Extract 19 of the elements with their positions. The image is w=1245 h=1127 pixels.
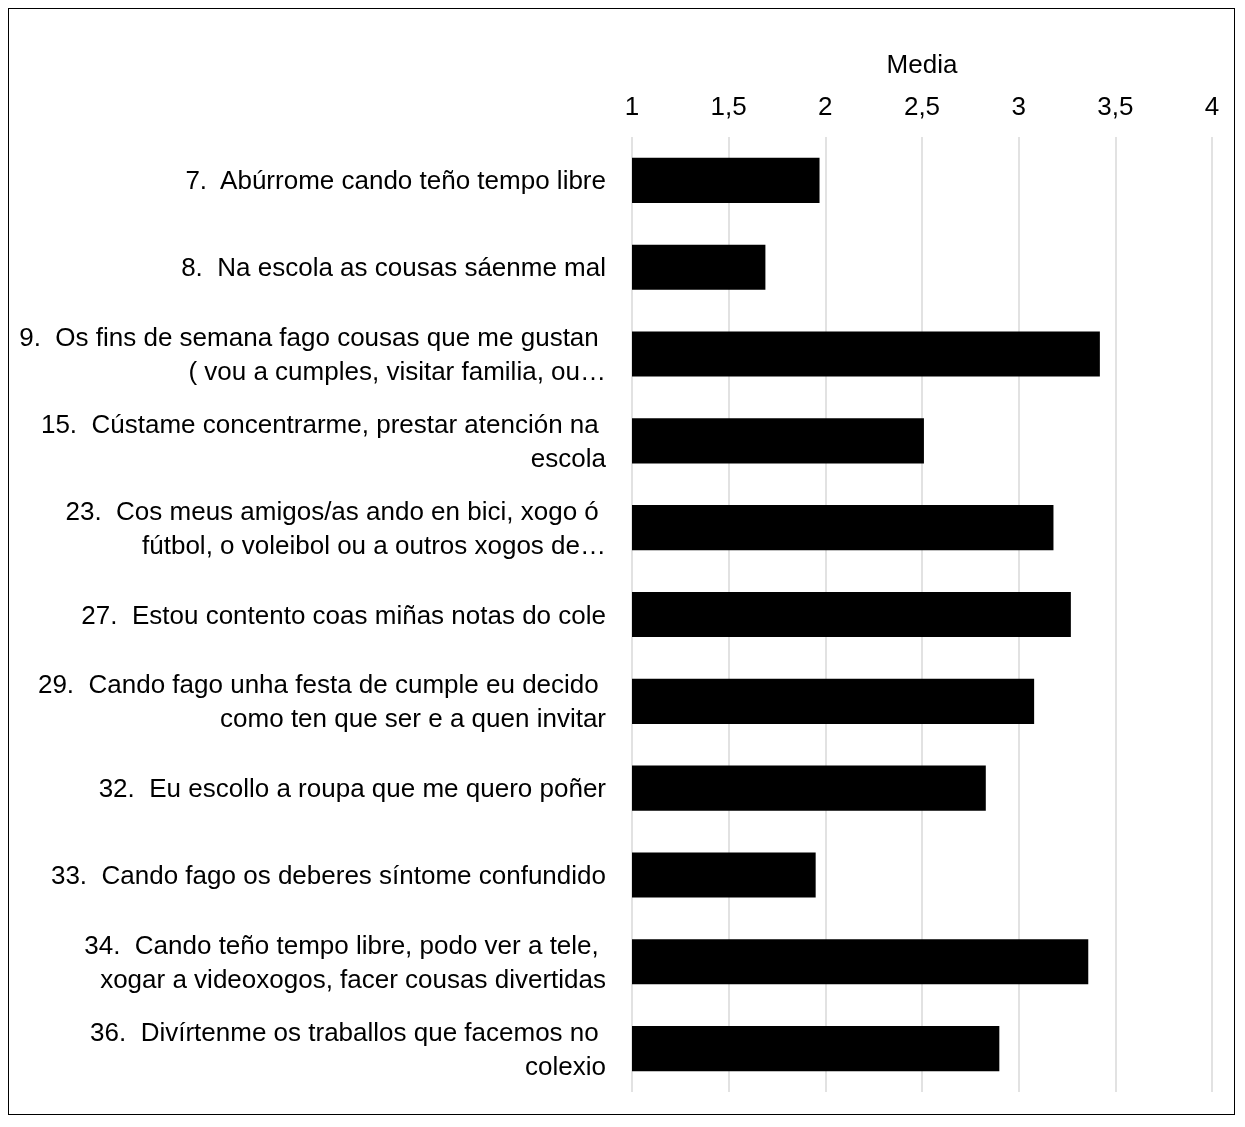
y-tick-label: 27. Estou contento coas miñas notas do cole [81, 599, 606, 630]
y-tick-label: 8. Na escola as cousas sáenme mal [181, 252, 606, 283]
y-tick-label: 23. Cos meus amigos/as ando en bici, xogo ó fútbol, o voleibol ou a outros xogos de… [65, 495, 606, 560]
y-tick-label: 29. Cando fago unha festa de cumple eu decido como ten que ser e a quen invitar [37, 669, 607, 734]
x-axis-title: Media [886, 49, 958, 79]
y-tick-label: 9. Os fins de semana fago cousas que me gustan ( vou a cumples, visitar familia, ou… [19, 322, 606, 387]
y-tick-label: 34. Cando teño tempo libre, podo ver a tele, xogar a videoxogos, facer cousas divertidas [84, 929, 606, 994]
x-tick-label: 3,5 [1097, 91, 1134, 121]
y-tick-label: 33. Cando fago os deberes síntome confundido [50, 859, 606, 890]
x-tick-label: 3 [1011, 91, 1026, 121]
y-tick-label: 15. Cústame concentrarme, prestar atención na escola [40, 408, 607, 473]
x-tick-label: 1 [624, 91, 640, 121]
y-tick-label: 7. Abúrrome cando teño tempo libre [185, 165, 606, 196]
x-tick-label: 2,5 [903, 91, 941, 121]
x-tick-label: 4 [1204, 91, 1220, 121]
x-tick-label: 2 [818, 91, 833, 121]
y-tick-label: 36. Divírtenme os traballos que facemos no colexio [90, 1016, 606, 1081]
y-tick-label: 32. Eu escollo a roupa que me quero poñer [98, 773, 607, 804]
x-tick-label: 1,5 [710, 91, 747, 121]
